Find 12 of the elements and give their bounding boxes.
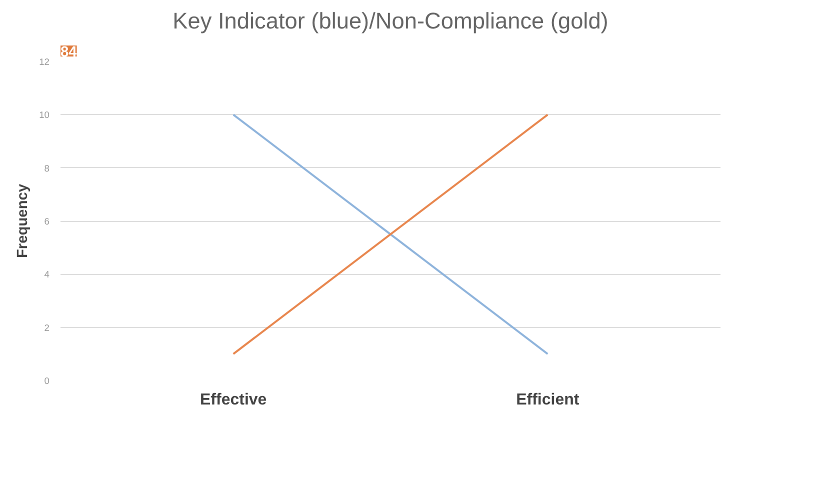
chart-title: Key Indicator (blue)/Non-Compliance (gold) — [172, 8, 608, 34]
y-tick-label: 10 — [39, 110, 50, 120]
text: 84 — [60, 44, 78, 60]
y-tick-label: 4 — [44, 270, 50, 280]
y-axis-title: Frequency — [15, 183, 32, 258]
x-tick-label: Effective — [200, 392, 267, 408]
y-tick-label: 2 — [44, 322, 50, 333]
y-tick-label: 0 — [44, 376, 50, 386]
x-tick-label: Efficient — [516, 392, 580, 408]
y-tick-label: 6 — [44, 216, 50, 226]
y-tick-label: 12 — [39, 57, 50, 67]
y-tick-label: 8 — [44, 163, 50, 174]
